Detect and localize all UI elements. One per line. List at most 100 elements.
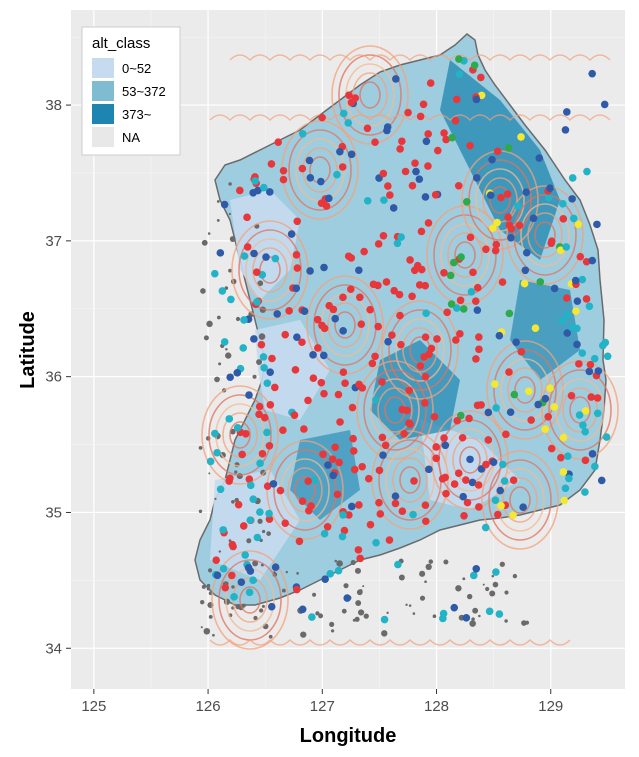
station-point [345,511,353,519]
island [521,620,527,626]
station-point [509,511,517,520]
island [312,592,317,597]
station-point [295,537,304,546]
station-point [260,413,269,422]
station-point [383,126,391,135]
station-point [348,403,357,412]
station-point [239,522,248,530]
lowland-region [210,470,300,580]
station-point [328,455,337,464]
island [252,374,257,379]
station-point [256,508,264,516]
station-point [567,391,576,400]
contour-ring [399,466,421,494]
contour-ring [377,387,413,433]
station-point [372,396,380,404]
station-point [510,390,519,399]
station-point [243,213,251,222]
station-point [293,217,302,226]
station-point [343,594,352,602]
contour-ring [359,81,381,109]
island [223,598,231,605]
island [462,577,466,581]
island [482,583,485,586]
station-point [333,170,341,179]
island [285,570,289,574]
station-point [240,316,248,324]
station-point [583,167,591,176]
station-point [563,311,571,320]
island [225,347,228,351]
island [470,622,475,626]
station-point [267,160,276,168]
station-point [458,433,467,442]
island [281,588,286,593]
station-point [505,221,514,229]
station-point [421,281,430,290]
island [200,599,205,605]
contour-ring [486,340,564,440]
station-point [536,278,545,286]
station-point [396,145,404,153]
station-point [466,455,474,464]
station-point [245,391,253,399]
station-point [319,450,327,459]
station-point [489,224,497,233]
island [432,614,437,619]
station-point [309,351,317,359]
station-point [249,576,257,585]
station-point [465,414,473,423]
station-point [512,338,520,347]
station-point [416,112,425,121]
station-point [216,249,225,257]
contour-ring [211,550,289,650]
station-point [355,266,363,275]
station-point [561,484,570,493]
station-point [558,316,566,325]
island [363,613,369,619]
x-tick-label: 127 [310,698,335,715]
station-point [578,349,587,357]
station-point [306,174,315,182]
station-point [237,578,246,586]
island [218,550,222,553]
legend-label: NA [122,130,140,145]
station-point [505,309,514,318]
station-point [466,233,475,242]
contour-line [229,54,611,62]
island [315,611,320,616]
station-point [440,129,448,137]
contour-ring [238,229,302,311]
station-point [265,515,274,523]
station-point [450,258,458,267]
station-point [320,529,329,538]
station-point [260,183,268,192]
station-point [256,459,264,468]
station-point [565,474,573,483]
station-point [545,193,553,202]
station-point [410,477,418,485]
contour-ring [208,394,272,476]
station-point [267,602,276,611]
station-point [206,457,215,466]
station-point [220,200,229,209]
island [329,621,335,627]
station-point [357,320,366,328]
station-point [285,307,293,315]
station-point [568,174,577,182]
x-tick-label: 129 [538,698,563,715]
station-point [298,130,307,138]
station-point [575,411,584,419]
station-point [349,434,357,443]
station-point [598,341,607,350]
station-point [364,474,373,483]
station-point [390,286,398,295]
station-point [421,193,430,201]
contour-ring [426,205,504,305]
station-point [242,429,250,438]
station-point [473,283,482,292]
station-point [246,481,255,490]
station-point [409,510,417,519]
station-point [212,556,221,564]
